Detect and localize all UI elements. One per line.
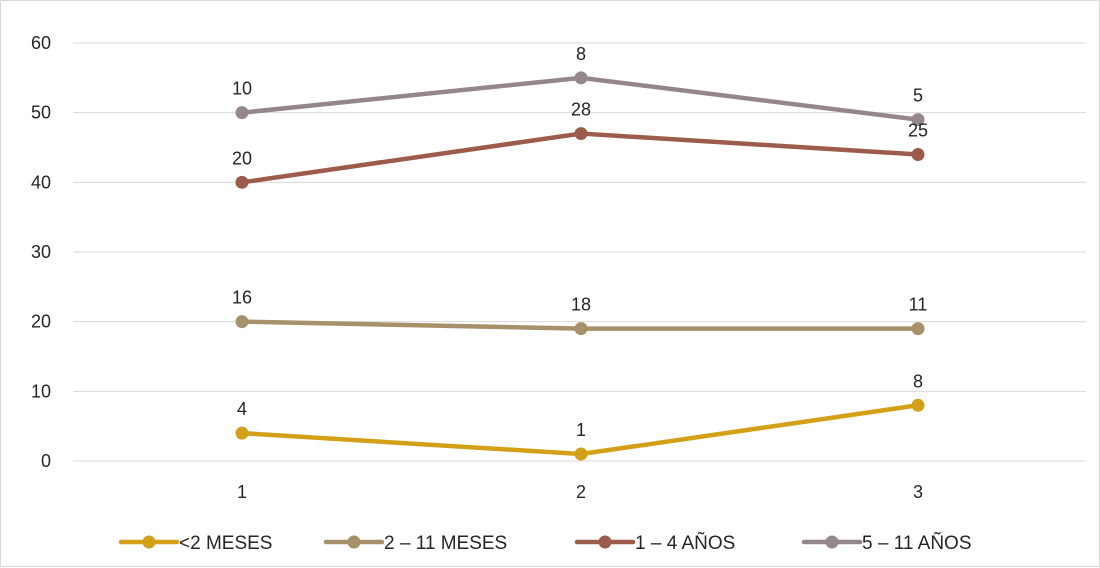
legend-marker	[598, 535, 612, 549]
data-point	[911, 398, 925, 412]
data-label: 25	[908, 120, 928, 140]
data-label: 8	[913, 371, 923, 391]
data-point	[235, 175, 249, 189]
series-3	[235, 127, 925, 189]
data-point	[574, 447, 588, 461]
legend-label: 5 – 11 AÑOS	[862, 532, 972, 554]
legend-label: 2 – 11 MESES	[384, 533, 507, 554]
legend-marker	[142, 535, 156, 549]
x-axis: 1 2 3	[237, 482, 923, 502]
legend-item: 5 – 11 AÑOS	[801, 532, 972, 554]
data-point	[911, 113, 925, 127]
y-tick-label: 30	[31, 242, 51, 262]
legend-marker	[825, 535, 839, 549]
y-axis: 0 10 20 30 40 50 60	[31, 33, 51, 471]
data-point	[574, 71, 588, 85]
series-lines	[235, 71, 925, 461]
data-label: 1	[576, 420, 586, 440]
series-1	[235, 398, 925, 461]
data-label: 20	[232, 148, 252, 168]
data-label: 4	[237, 399, 247, 419]
y-tick-label: 40	[31, 172, 51, 192]
data-point	[235, 106, 249, 120]
data-point	[574, 127, 588, 141]
data-label: 18	[571, 295, 591, 315]
series-4	[235, 71, 925, 127]
y-tick-label: 20	[31, 312, 51, 332]
legend-label: <2 MESES	[179, 533, 272, 554]
legend-item: 2 – 11 MESES	[323, 533, 507, 554]
series-line	[239, 131, 921, 185]
legend-item: 1 – 4 AÑOS	[574, 532, 735, 554]
x-tick-label: 1	[237, 482, 247, 502]
series-2	[235, 315, 925, 336]
data-label: 5	[913, 86, 923, 106]
legend-label: 1 – 4 AÑOS	[635, 532, 735, 554]
legend-marker	[347, 535, 361, 549]
x-tick-label: 2	[576, 482, 586, 502]
data-label: 11	[909, 295, 928, 315]
y-tick-label: 0	[41, 451, 51, 471]
data-label: 28	[571, 100, 591, 120]
legend: <2 MESES 2 – 11 MESES 1 – 4 AÑOS 5 – 11 AÑO…	[118, 532, 972, 554]
data-point	[911, 147, 925, 161]
data-label: 10	[232, 79, 252, 99]
data-point	[574, 322, 588, 336]
data-point	[911, 322, 925, 336]
data-point	[235, 315, 249, 329]
y-tick-label: 60	[31, 33, 51, 53]
legend-item: <2 MESES	[118, 533, 272, 554]
data-label: 16	[232, 288, 252, 308]
y-tick-label: 50	[31, 103, 51, 123]
y-tick-label: 10	[31, 381, 51, 401]
data-point	[235, 426, 249, 440]
x-tick-label: 3	[913, 482, 923, 502]
data-label: 8	[576, 44, 586, 64]
